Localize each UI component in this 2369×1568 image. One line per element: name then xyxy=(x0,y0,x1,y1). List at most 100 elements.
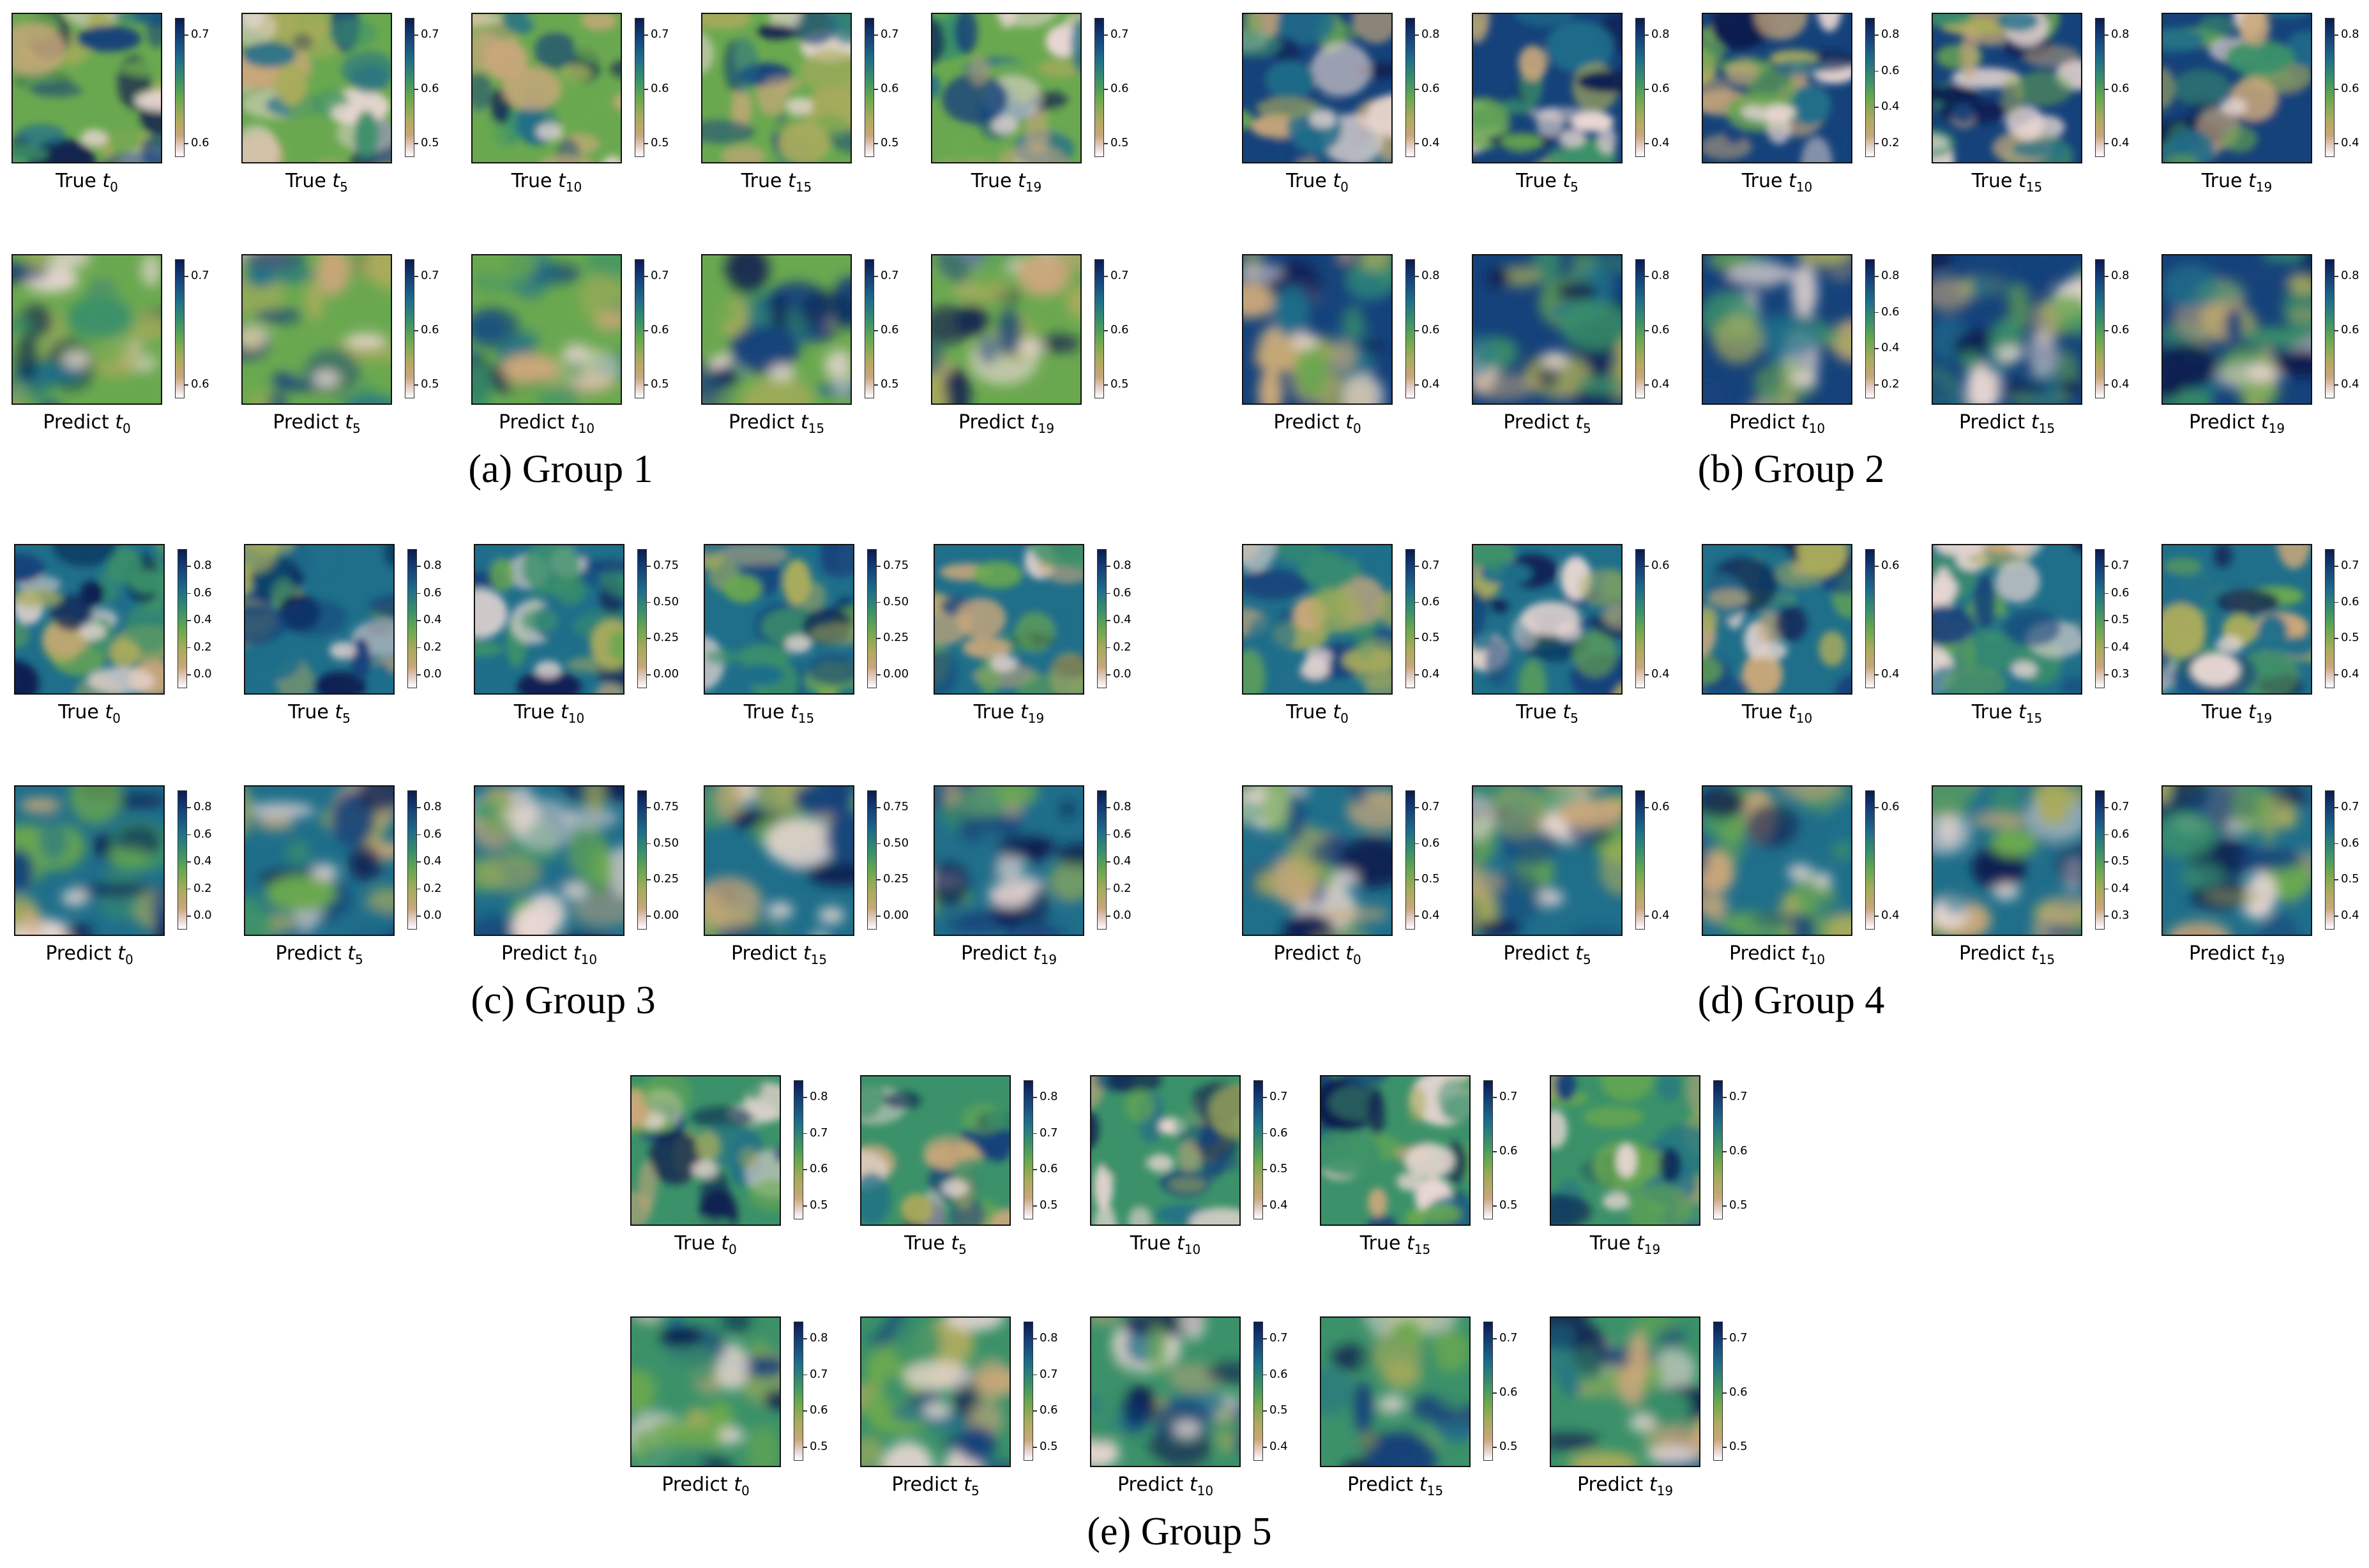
colorbar-tick-label: 0.7 xyxy=(1723,1332,1748,1345)
pred-panel-t0: 0.8 0.6 0.4 Predict t0 xyxy=(1242,254,1467,458)
colorbar-tick-label: 0.5 xyxy=(1415,873,1440,886)
colorbar-tick-label: 0.5 xyxy=(2105,855,2130,868)
colorbar-tick-label: 0.6 xyxy=(2335,595,2359,608)
colorbar-tick-label: 0.7 xyxy=(1033,1126,1058,1140)
colorbar xyxy=(2095,259,2105,398)
colorbar-tick-label: 0.2 xyxy=(1875,137,1900,149)
true-label-t0: True t0 xyxy=(58,701,121,726)
pred-label-t10: Predict t10 xyxy=(1729,942,1826,967)
true-panel-t19: 0.8 0.6 0.4 0.2 0.0 True t19 xyxy=(934,544,1158,748)
colorbar xyxy=(1635,790,1645,930)
colorbar xyxy=(407,790,417,930)
pred-panel-t15: 0.7 0.6 0.5 Predict t15 xyxy=(701,254,926,458)
true-label-t19: True t19 xyxy=(971,170,1042,195)
colorbar-tick-label: 0.5 xyxy=(803,1199,828,1212)
colorbar-tick-label: 0.4 xyxy=(1263,1199,1288,1212)
colorbar-tick-label: 0.6 xyxy=(2335,324,2359,336)
colorbar-tick-label: 0.6 xyxy=(1415,324,1440,336)
heatmap-image xyxy=(1472,13,1623,163)
pred-panel-t10: 0.75 0.50 0.25 0.00 Predict t10 xyxy=(474,785,699,990)
colorbar-tick-label: 0.4 xyxy=(1107,614,1132,626)
colorbar-tick-label: 0.6 xyxy=(1875,305,1900,319)
pred-label-t0: Predict t0 xyxy=(43,411,131,436)
pred-panel-t10: 0.6 0.4 Predict t10 xyxy=(1702,785,1926,990)
colorbar-tick-label: 0.4 xyxy=(1645,137,1670,149)
true-label-t5: True t5 xyxy=(1516,701,1578,726)
colorbar xyxy=(1094,18,1104,157)
colorbar-tick-label: 0.6 xyxy=(1723,1145,1748,1157)
colorbar-tick-label: 0.5 xyxy=(874,137,899,149)
colorbar xyxy=(1635,18,1645,157)
heatmap-image xyxy=(241,254,392,405)
colorbar-tick-label: 0.6 xyxy=(1107,827,1132,841)
colorbar-tick-label: 0.6 xyxy=(1493,1386,1518,1399)
colorbar-tick-label: 0.50 xyxy=(647,836,679,850)
colorbar-tick-label: 0.5 xyxy=(2335,631,2359,644)
colorbar-tick-label: 0.7 xyxy=(1033,1368,1058,1381)
pred-label-t0: Predict t0 xyxy=(662,1474,750,1498)
pred-panel-t15: 0.75 0.50 0.25 0.00 Predict t15 xyxy=(704,785,928,990)
colorbar-tick-label: 0.4 xyxy=(2335,378,2359,391)
pred-panel-t15: 0.8 0.6 0.4 Predict t15 xyxy=(1932,254,2156,458)
colorbar-tick-label: 0.4 xyxy=(1645,378,1670,391)
colorbar-tick-label: 0.8 xyxy=(1107,559,1132,572)
colorbar xyxy=(1024,1080,1033,1219)
colorbar-tick-label: 0.6 xyxy=(1493,1145,1518,1157)
colorbar-tick-label: 0.4 xyxy=(417,855,442,868)
pred-label-t0: Predict t0 xyxy=(1273,942,1361,967)
colorbar xyxy=(1865,18,1875,157)
heatmap-image xyxy=(471,13,622,163)
colorbar xyxy=(1097,790,1107,930)
true-panel-t19: 0.7 0.6 0.5 0.4 True t19 xyxy=(2161,544,2369,748)
pred-panel-t0: 0.8 0.6 0.4 0.2 0.0 Predict t0 xyxy=(14,785,239,990)
colorbar-tick-label: 0.6 xyxy=(1033,1163,1058,1175)
colorbar-tick-label: 0.7 xyxy=(1104,28,1129,41)
heatmap-image xyxy=(934,785,1084,936)
colorbar-tick-label: 0.7 xyxy=(874,28,899,41)
heatmap-image xyxy=(1472,544,1623,695)
colorbar-tick-label: 0.6 xyxy=(1875,559,1900,572)
colorbar-tick-label: 0.6 xyxy=(1645,559,1670,572)
colorbar-tick-label: 0.5 xyxy=(1104,378,1129,391)
heatmap-image xyxy=(704,785,854,936)
heatmap-image xyxy=(630,1075,781,1226)
heatmap-image xyxy=(931,13,1082,163)
heatmap-image xyxy=(1090,1075,1241,1226)
colorbar-tick-label: 0.2 xyxy=(417,882,442,895)
colorbar-tick-label: 0.5 xyxy=(1263,1163,1288,1175)
colorbar-tick-label: 0.00 xyxy=(877,668,909,681)
colorbar-tick-label: 0.6 xyxy=(1263,1368,1288,1381)
colorbar-tick-label: 0.5 xyxy=(1104,137,1129,149)
colorbar-tick-label: 0.6 xyxy=(644,82,669,95)
colorbar-tick-label: 0.4 xyxy=(1645,668,1670,681)
pred-label-t10: Predict t10 xyxy=(501,942,598,967)
colorbar-tick-label: 0.5 xyxy=(644,378,669,391)
colorbar-tick-label: 0.6 xyxy=(1107,586,1132,599)
heatmap-image xyxy=(2161,13,2312,163)
true-label-t10: True t10 xyxy=(1741,701,1813,726)
colorbar-tick-label: 0.0 xyxy=(1107,909,1132,922)
colorbar-tick-label: 0.7 xyxy=(874,269,899,282)
colorbar-tick-label: 0.5 xyxy=(414,378,439,391)
heatmap-image xyxy=(701,13,852,163)
heatmap-image xyxy=(1702,544,1852,695)
heatmap-image xyxy=(630,1316,781,1467)
heatmap-image xyxy=(244,544,395,695)
heatmap-image xyxy=(1242,13,1393,163)
colorbar-tick-label: 0.0 xyxy=(1107,668,1132,681)
colorbar-tick-label: 0.8 xyxy=(803,1332,828,1345)
colorbar-tick-label: 0.4 xyxy=(2105,378,2130,391)
colorbar-tick-label: 0.0 xyxy=(417,668,442,681)
pred-label-t15: Predict t15 xyxy=(730,942,828,967)
heatmap-image xyxy=(11,13,162,163)
group-3: 0.8 0.6 0.4 0.2 0.0 True t0 0.8 0.6 0.4 0.2 0.0 Tru… xyxy=(14,544,1138,1029)
colorbar-tick-label: 0.6 xyxy=(185,378,209,391)
colorbar-tick-label: 0.6 xyxy=(414,324,439,336)
colorbar-tick-label: 0.7 xyxy=(2335,801,2359,813)
colorbar-tick-label: 0.8 xyxy=(417,801,442,813)
colorbar-tick-label: 0.4 xyxy=(1875,100,1900,113)
heatmap-image xyxy=(1932,785,2082,936)
pred-panel-t19: 0.8 0.6 0.4 0.2 0.0 Predict t19 xyxy=(934,785,1158,990)
colorbar-tick-label: 0.6 xyxy=(414,82,439,95)
colorbar-tick-label: 0.4 xyxy=(1263,1440,1288,1453)
